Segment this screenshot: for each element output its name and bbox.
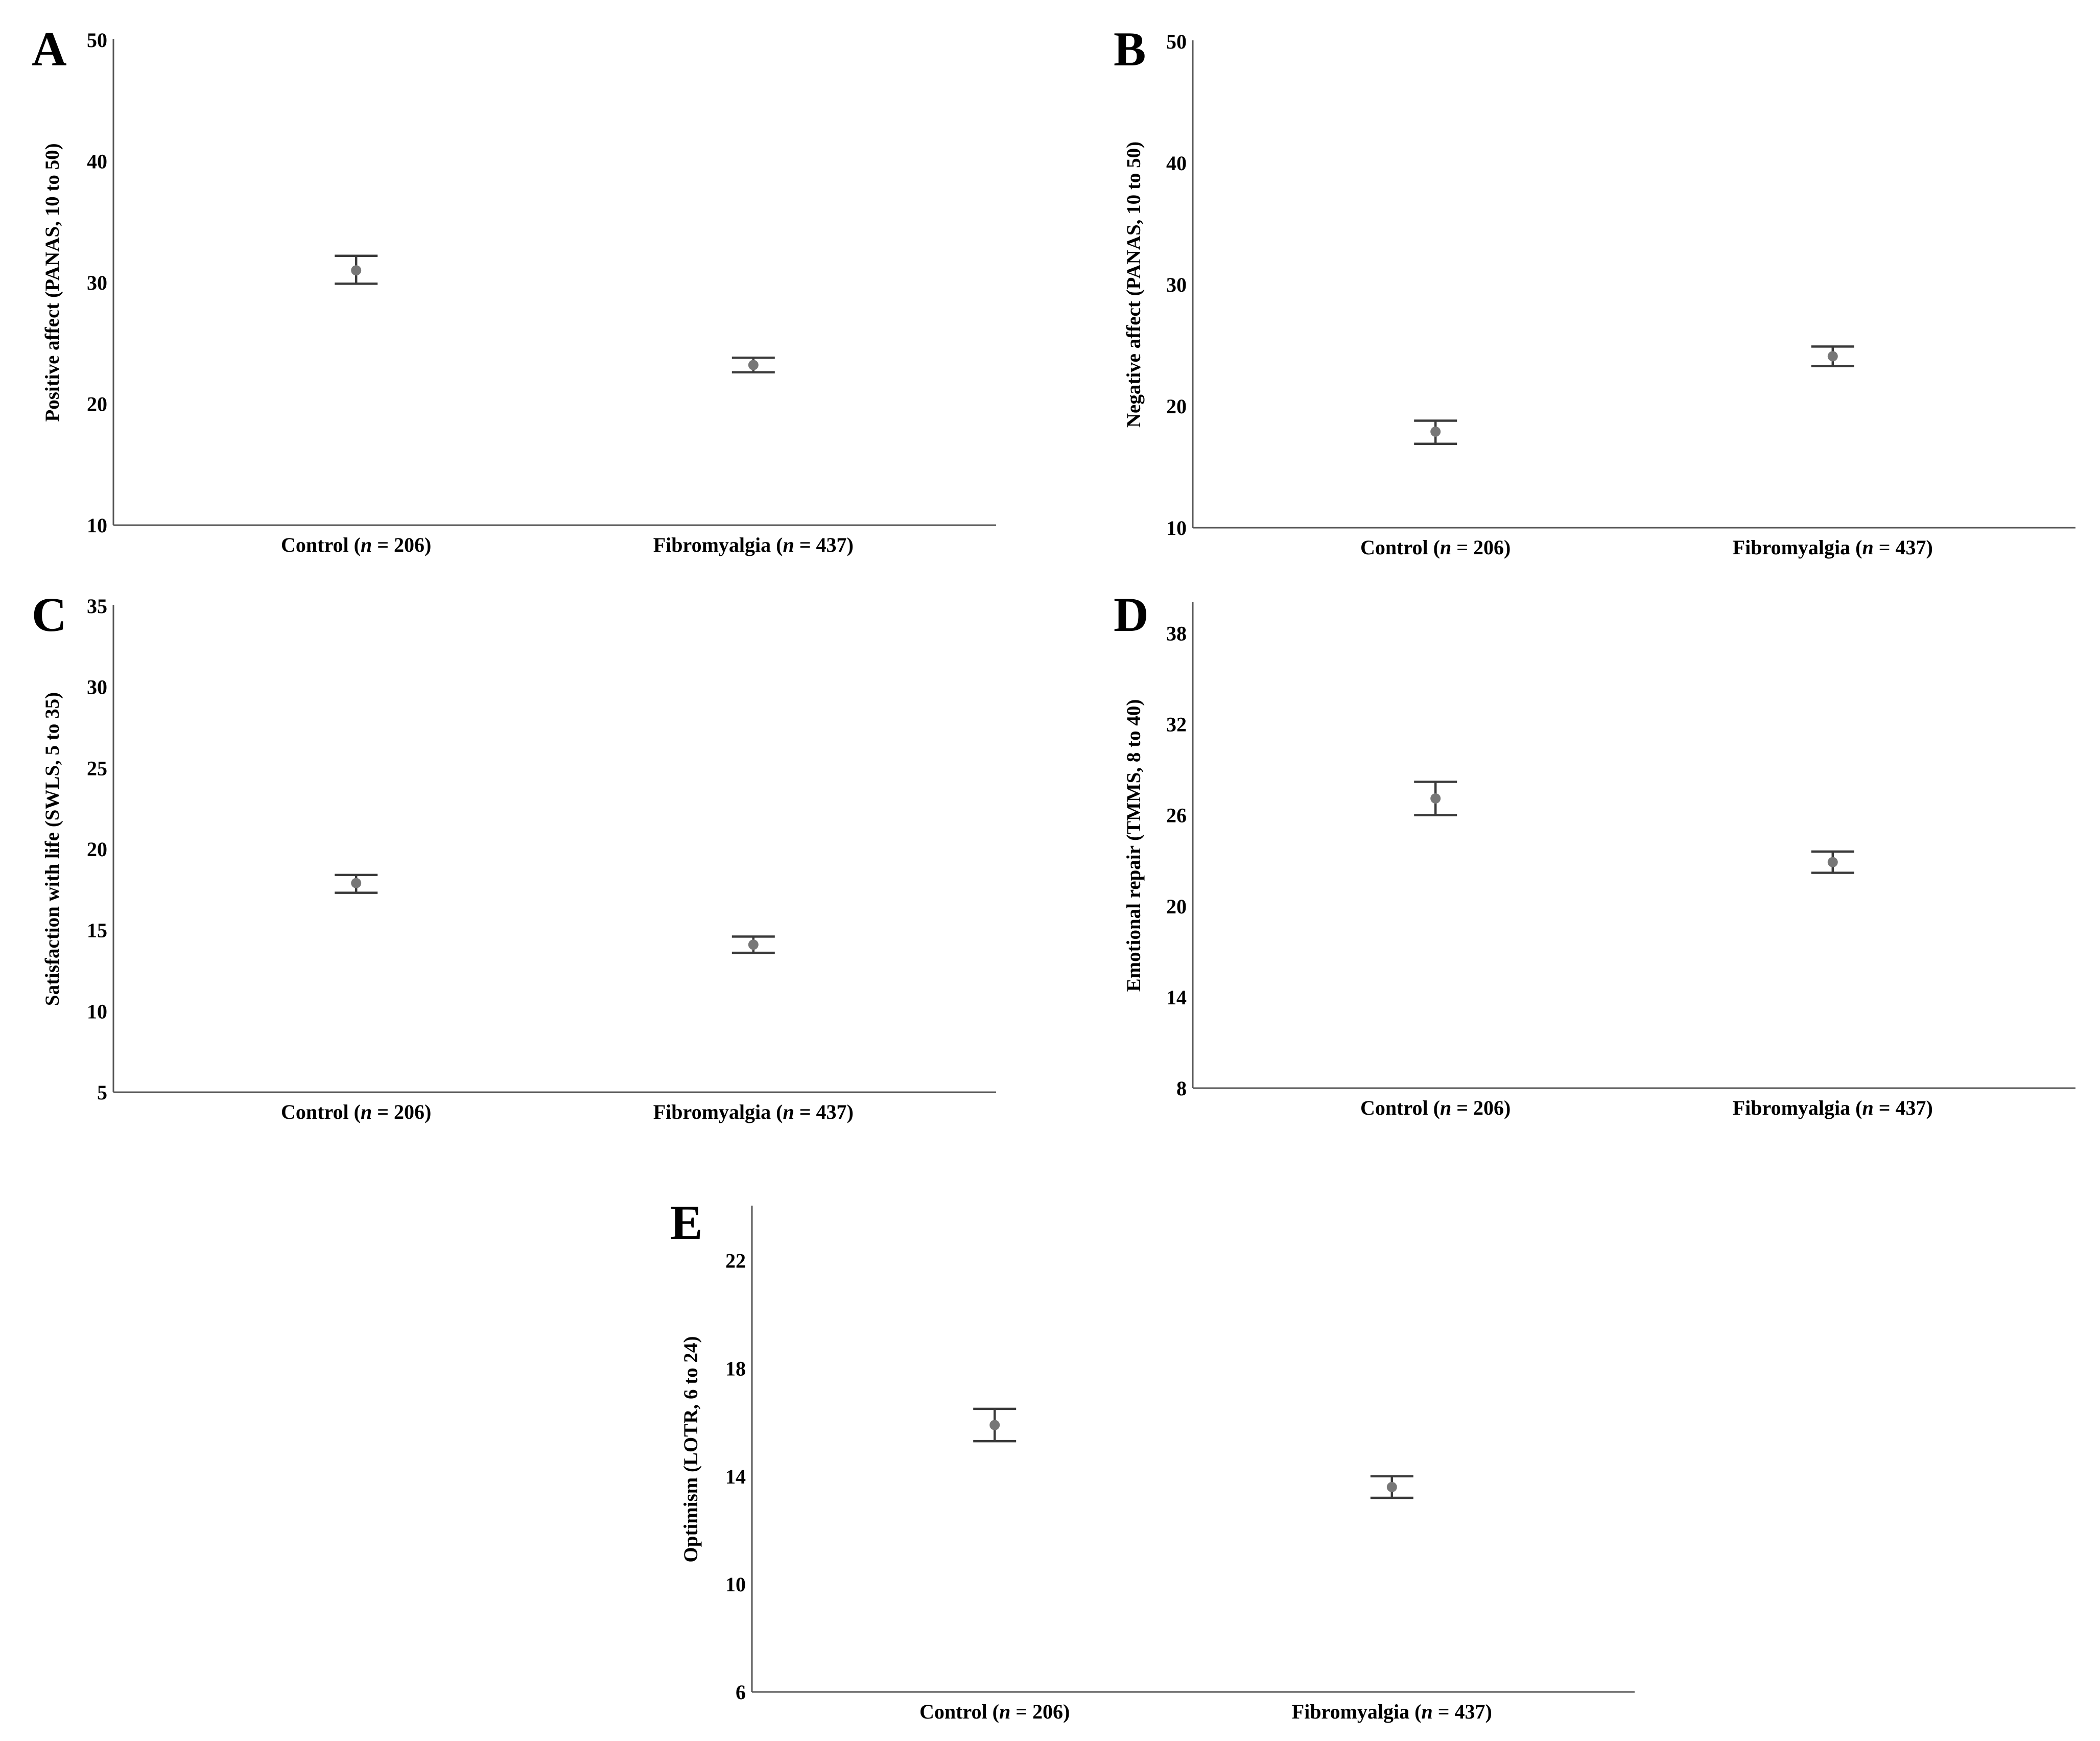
y-tick-label: 15 (87, 919, 107, 942)
mean-point (351, 878, 362, 888)
chart-panel-c: C 5 10 15 20 25 30 35 Satisfaction with life (SW… (32, 587, 996, 1123)
mean-point (748, 939, 759, 950)
y-tick-label: 5 (97, 1081, 107, 1104)
panel-letter: E (670, 1195, 702, 1250)
y-axis-label: Positive affect (PANAS, 10 to 50) (41, 143, 63, 421)
x-tick-label: Fibromyalgia (n = 437) (1733, 536, 1933, 559)
chart-panel-a: A 10 20 30 40 50 Positive affect (PANAS, 10 to… (32, 22, 996, 556)
mean-point (1827, 351, 1838, 362)
x-tick-label: Fibromyalgia (n = 437) (1733, 1096, 1933, 1119)
x-tick-label: Control (n = 206) (281, 533, 431, 556)
x-tick-label: Fibromyalgia (n = 437) (653, 533, 854, 556)
x-tick-label: Control (n = 206) (281, 1100, 431, 1123)
y-tick-label: 30 (87, 676, 107, 699)
y-tick-label: 14 (1166, 986, 1187, 1009)
chart-panel-b: B 10 20 30 40 50 Negative affect (PANAS, 10 to… (1114, 22, 2075, 559)
mean-point (1386, 1481, 1397, 1492)
y-tick-label: 10 (87, 514, 107, 537)
mean-point (748, 360, 759, 370)
panel-letter: D (1114, 587, 1149, 642)
y-tick-label: 38 (1166, 622, 1187, 645)
y-tick-label: 50 (87, 29, 107, 52)
y-tick-label: 32 (1166, 713, 1187, 736)
x-tick-label: Control (n = 206) (1360, 536, 1511, 559)
x-tick-label: Fibromyalgia (n = 437) (1292, 1700, 1492, 1723)
mean-point (1430, 426, 1441, 437)
y-tick-label: 6 (736, 1681, 746, 1704)
x-tick-label: Fibromyalgia (n = 437) (653, 1100, 854, 1123)
y-axis-label: Optimism (LOTR, 6 to 24) (680, 1336, 702, 1562)
y-tick-label: 10 (725, 1573, 746, 1596)
panel-letter: A (32, 22, 67, 76)
mean-point (989, 1420, 1000, 1430)
y-tick-label: 20 (87, 838, 107, 861)
y-tick-label: 35 (87, 595, 107, 618)
y-tick-label: 20 (1166, 895, 1187, 918)
y-tick-label: 10 (87, 1000, 107, 1023)
chart-panel-d: D 8 14 20 26 32 38 Emotional repair (TMMS, 8 to… (1114, 587, 2075, 1119)
y-tick-label: 25 (87, 757, 107, 780)
y-tick-label: 14 (725, 1465, 746, 1488)
y-tick-label: 18 (725, 1357, 746, 1380)
y-tick-label: 26 (1166, 804, 1187, 827)
mean-point (351, 265, 362, 276)
mean-point (1430, 793, 1441, 804)
y-tick-label: 20 (87, 393, 107, 416)
panel-letter: C (32, 587, 67, 642)
y-axis-label: Satisfaction with life (SWLS, 5 to 35) (41, 692, 63, 1006)
y-tick-label: 40 (1166, 152, 1187, 175)
x-tick-label: Control (n = 206) (1360, 1096, 1511, 1119)
chart-panel-e: E 6 10 14 18 22 Optimism (LOTR, 6 to 24) Contro… (670, 1195, 1635, 1723)
y-tick-label: 30 (1166, 273, 1187, 296)
y-tick-label: 8 (1176, 1077, 1187, 1100)
y-axis-label: Emotional repair (TMMS, 8 to 40) (1123, 699, 1145, 992)
y-tick-label: 10 (1166, 516, 1187, 539)
mean-point (1827, 857, 1838, 867)
panel-letter: B (1114, 22, 1146, 76)
x-tick-label: Control (n = 206) (919, 1700, 1070, 1723)
y-tick-label: 50 (1166, 30, 1187, 53)
y-tick-label: 20 (1166, 395, 1187, 418)
y-tick-label: 40 (87, 150, 107, 173)
y-tick-label: 30 (87, 271, 107, 294)
y-tick-label: 22 (725, 1250, 746, 1273)
y-axis-label: Negative affect (PANAS, 10 to 50) (1123, 142, 1145, 428)
